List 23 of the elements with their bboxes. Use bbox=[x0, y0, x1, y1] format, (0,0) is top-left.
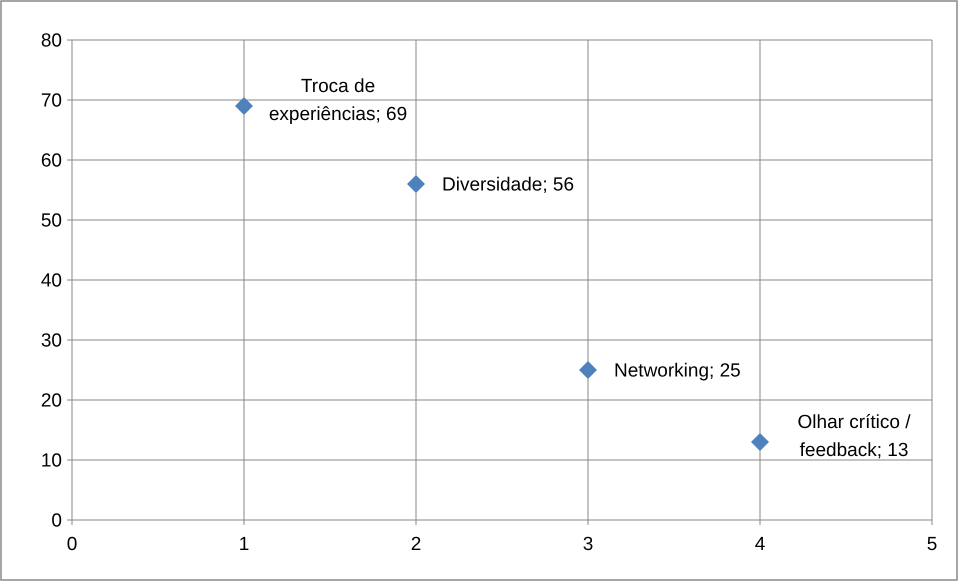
y-tick-label: 40 bbox=[40, 270, 62, 292]
y-tick-label: 20 bbox=[40, 390, 62, 412]
y-tick-label: 80 bbox=[40, 30, 62, 52]
point bbox=[235, 97, 253, 115]
point bbox=[579, 361, 597, 379]
y-tick-label: 50 bbox=[40, 210, 62, 232]
data-label: Diversidade; 56 bbox=[442, 174, 574, 196]
y-tick-label: 30 bbox=[40, 330, 62, 352]
data-label: Troca de experiências; 69 bbox=[268, 76, 408, 125]
x-tick-label: 1 bbox=[238, 534, 250, 555]
point bbox=[407, 175, 425, 193]
x-tick-label: 2 bbox=[410, 534, 422, 555]
y-tick-label: 10 bbox=[40, 450, 62, 472]
data-label: Networking; 25 bbox=[614, 360, 741, 382]
y-tick-label: 0 bbox=[51, 510, 62, 532]
y-tick-label: 60 bbox=[40, 150, 62, 172]
x-tick-label: 4 bbox=[754, 534, 766, 555]
y-tick-label: 70 bbox=[40, 90, 62, 112]
x-tick-label: 5 bbox=[926, 534, 938, 555]
x-tick-label: 3 bbox=[582, 534, 594, 555]
point bbox=[751, 433, 769, 451]
data-label: Olhar crítico / feedback; 13 bbox=[798, 412, 912, 461]
x-tick-label: 0 bbox=[66, 534, 78, 555]
